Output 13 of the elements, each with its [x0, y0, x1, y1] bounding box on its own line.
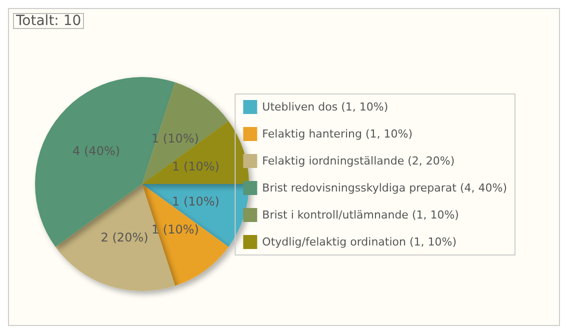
data-label: 2 (20%) [100, 230, 148, 245]
data-label: 1 (10%) [151, 222, 199, 237]
data-label: 4 (40%) [72, 144, 120, 158]
legend-label: Felaktig iordningställande (2, 20%) [262, 154, 455, 168]
legend-label: Felaktig hantering (1, 10%) [262, 128, 413, 140]
legend-label: Brist redovisningsskyldiga preparat (4, 40%) [262, 182, 508, 194]
data-label: 1 (10%) [172, 160, 220, 174]
legend-label: Otydlig/felaktig ordination (1, 10%) [262, 236, 457, 248]
data-label: 1 (10%) [172, 194, 220, 208]
legend-label: Utebliven dos (1, 10%) [262, 100, 388, 114]
chart-title: Totalt: 10 [15, 13, 82, 29]
data-label: 1 (10%) [151, 131, 199, 146]
legend-label: Brist i kontroll/utlämnande (1, 10%) [262, 208, 459, 222]
